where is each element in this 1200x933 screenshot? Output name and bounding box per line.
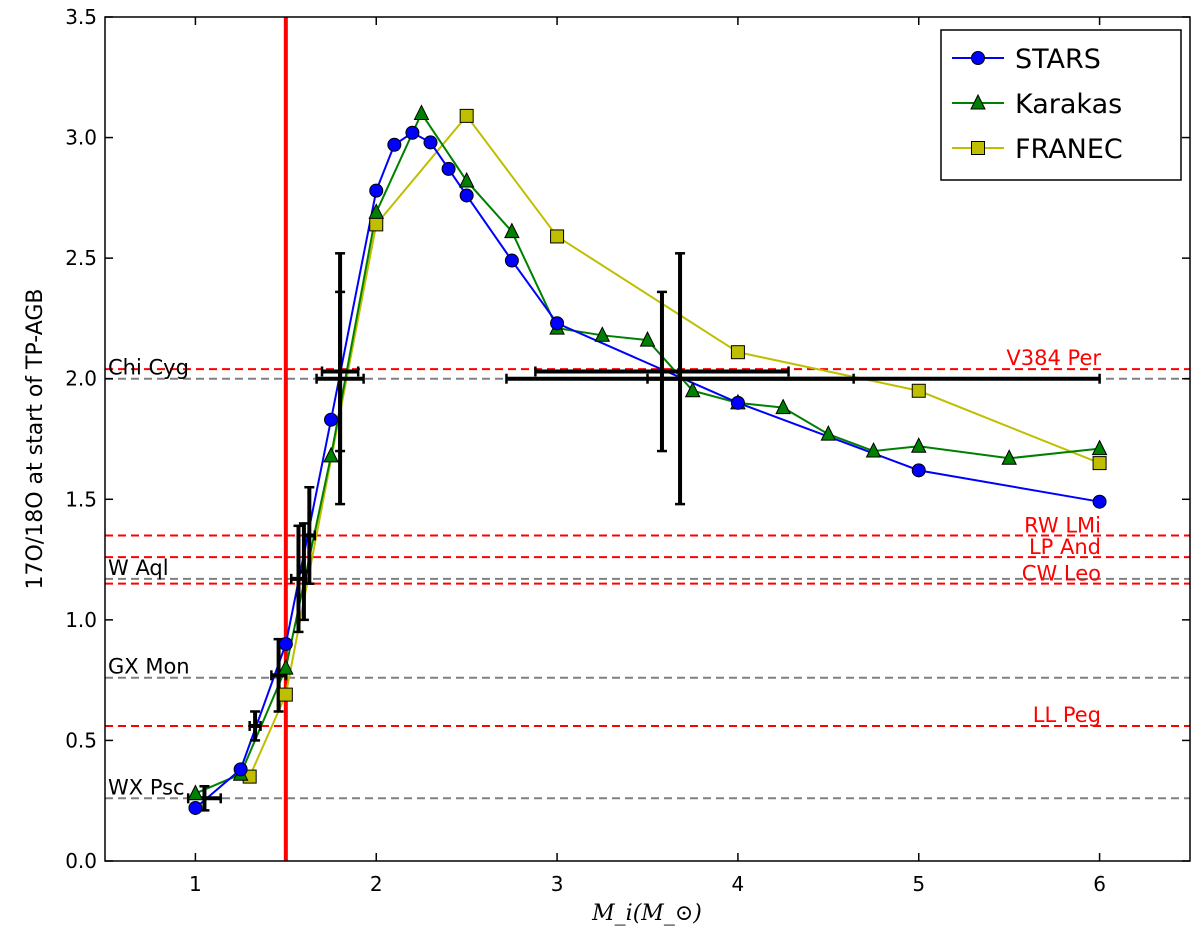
y-tick-label: 3.5 — [65, 5, 97, 29]
data-point — [910, 437, 927, 453]
data-point — [820, 425, 837, 441]
data-point — [459, 108, 474, 123]
y-tick-label: 0.0 — [65, 849, 97, 873]
data-point — [1092, 494, 1107, 509]
legend: STARS Karakas FRANEC — [940, 29, 1182, 181]
legend-label: Karakas — [1015, 89, 1122, 120]
error-bar — [302, 485, 317, 585]
data-point — [187, 784, 204, 800]
x-tick-label: 5 — [912, 872, 925, 896]
error-bar — [248, 710, 262, 742]
series-line — [248, 114, 1100, 778]
x-tick-label: 4 — [732, 872, 745, 896]
y-axis-ticks: 0.0 0.5 1.0 1.5 2.0 2.5 3.0 3.5 — [65, 5, 1190, 873]
y-axis-label: 17O/18O at start of TP-AGB — [23, 288, 48, 589]
data-point — [324, 412, 339, 427]
x-tick-label: 1 — [189, 872, 202, 896]
data-point — [730, 345, 745, 360]
y-tick-label: 2.0 — [65, 367, 97, 391]
x-axis-label: M_i(M_⊙) — [591, 901, 702, 926]
y-tick-label: 1.5 — [65, 487, 97, 511]
x-tick-label: 2 — [370, 872, 383, 896]
data-point — [865, 441, 882, 458]
data-point — [1001, 449, 1017, 465]
data-point — [368, 203, 385, 219]
data-point — [413, 104, 430, 120]
data-point — [369, 183, 384, 198]
data-point — [1091, 439, 1108, 456]
reference-label: V384 Per — [1006, 346, 1101, 370]
data-point — [458, 171, 475, 188]
data-point — [423, 135, 438, 150]
data-point — [278, 687, 293, 702]
error-bar — [534, 290, 790, 453]
error-bars — [186, 252, 1101, 812]
series-markers — [187, 104, 1108, 815]
legend-label: FRANEC — [1015, 134, 1123, 165]
data-point — [639, 331, 656, 347]
data-point — [323, 446, 339, 463]
reference-label: W Aql — [108, 556, 169, 580]
reference-label: CW Leo — [1022, 562, 1101, 586]
data-point — [233, 762, 248, 777]
error-bar — [320, 290, 360, 453]
y-tick-label: 3.0 — [65, 126, 97, 150]
data-point — [278, 658, 294, 675]
data-point — [775, 398, 791, 415]
reference-label: WX Psc — [108, 775, 185, 799]
y-tick-label: 2.5 — [65, 246, 97, 270]
reference-label: Chi Cyg — [108, 356, 189, 380]
data-point — [504, 253, 519, 268]
x-tick-label: 3 — [551, 872, 564, 896]
error-bar — [270, 637, 288, 713]
data-point — [459, 188, 474, 203]
y-tick-label: 0.5 — [65, 728, 97, 752]
data-point — [684, 381, 701, 398]
data-point — [550, 316, 565, 331]
error-bar — [646, 373, 1101, 384]
data-point — [278, 636, 293, 651]
y-tick-label: 1.0 — [65, 608, 97, 632]
legend-label: STARS — [1015, 44, 1101, 75]
reference-label: LL Peg — [1033, 703, 1101, 727]
data-point — [369, 217, 384, 232]
legend-marker — [971, 51, 985, 65]
data-point — [387, 137, 402, 152]
data-point — [594, 326, 611, 342]
reference-label: LP And — [1029, 535, 1101, 559]
data-point — [730, 395, 745, 410]
data-point — [911, 383, 926, 398]
legend-marker — [971, 141, 985, 155]
x-axis-ticks: 1 2 3 4 5 6 — [189, 17, 1106, 896]
data-point — [188, 800, 203, 815]
legend-marker — [970, 93, 986, 110]
data-point — [504, 222, 520, 239]
data-point — [1092, 456, 1107, 471]
reference-label: RW LMi — [1024, 513, 1101, 537]
reference-label: GX Mon — [108, 655, 190, 679]
data-point — [405, 125, 420, 140]
reference-labels: Chi Cyg W Aql GX Mon WX Psc V384 Per RW LMiLP… — [108, 346, 1101, 799]
data-point — [550, 229, 565, 244]
data-point — [911, 463, 926, 478]
data-point — [441, 161, 456, 176]
plot-frame — [104, 16, 1191, 862]
x-tick-label: 6 — [1093, 872, 1106, 896]
